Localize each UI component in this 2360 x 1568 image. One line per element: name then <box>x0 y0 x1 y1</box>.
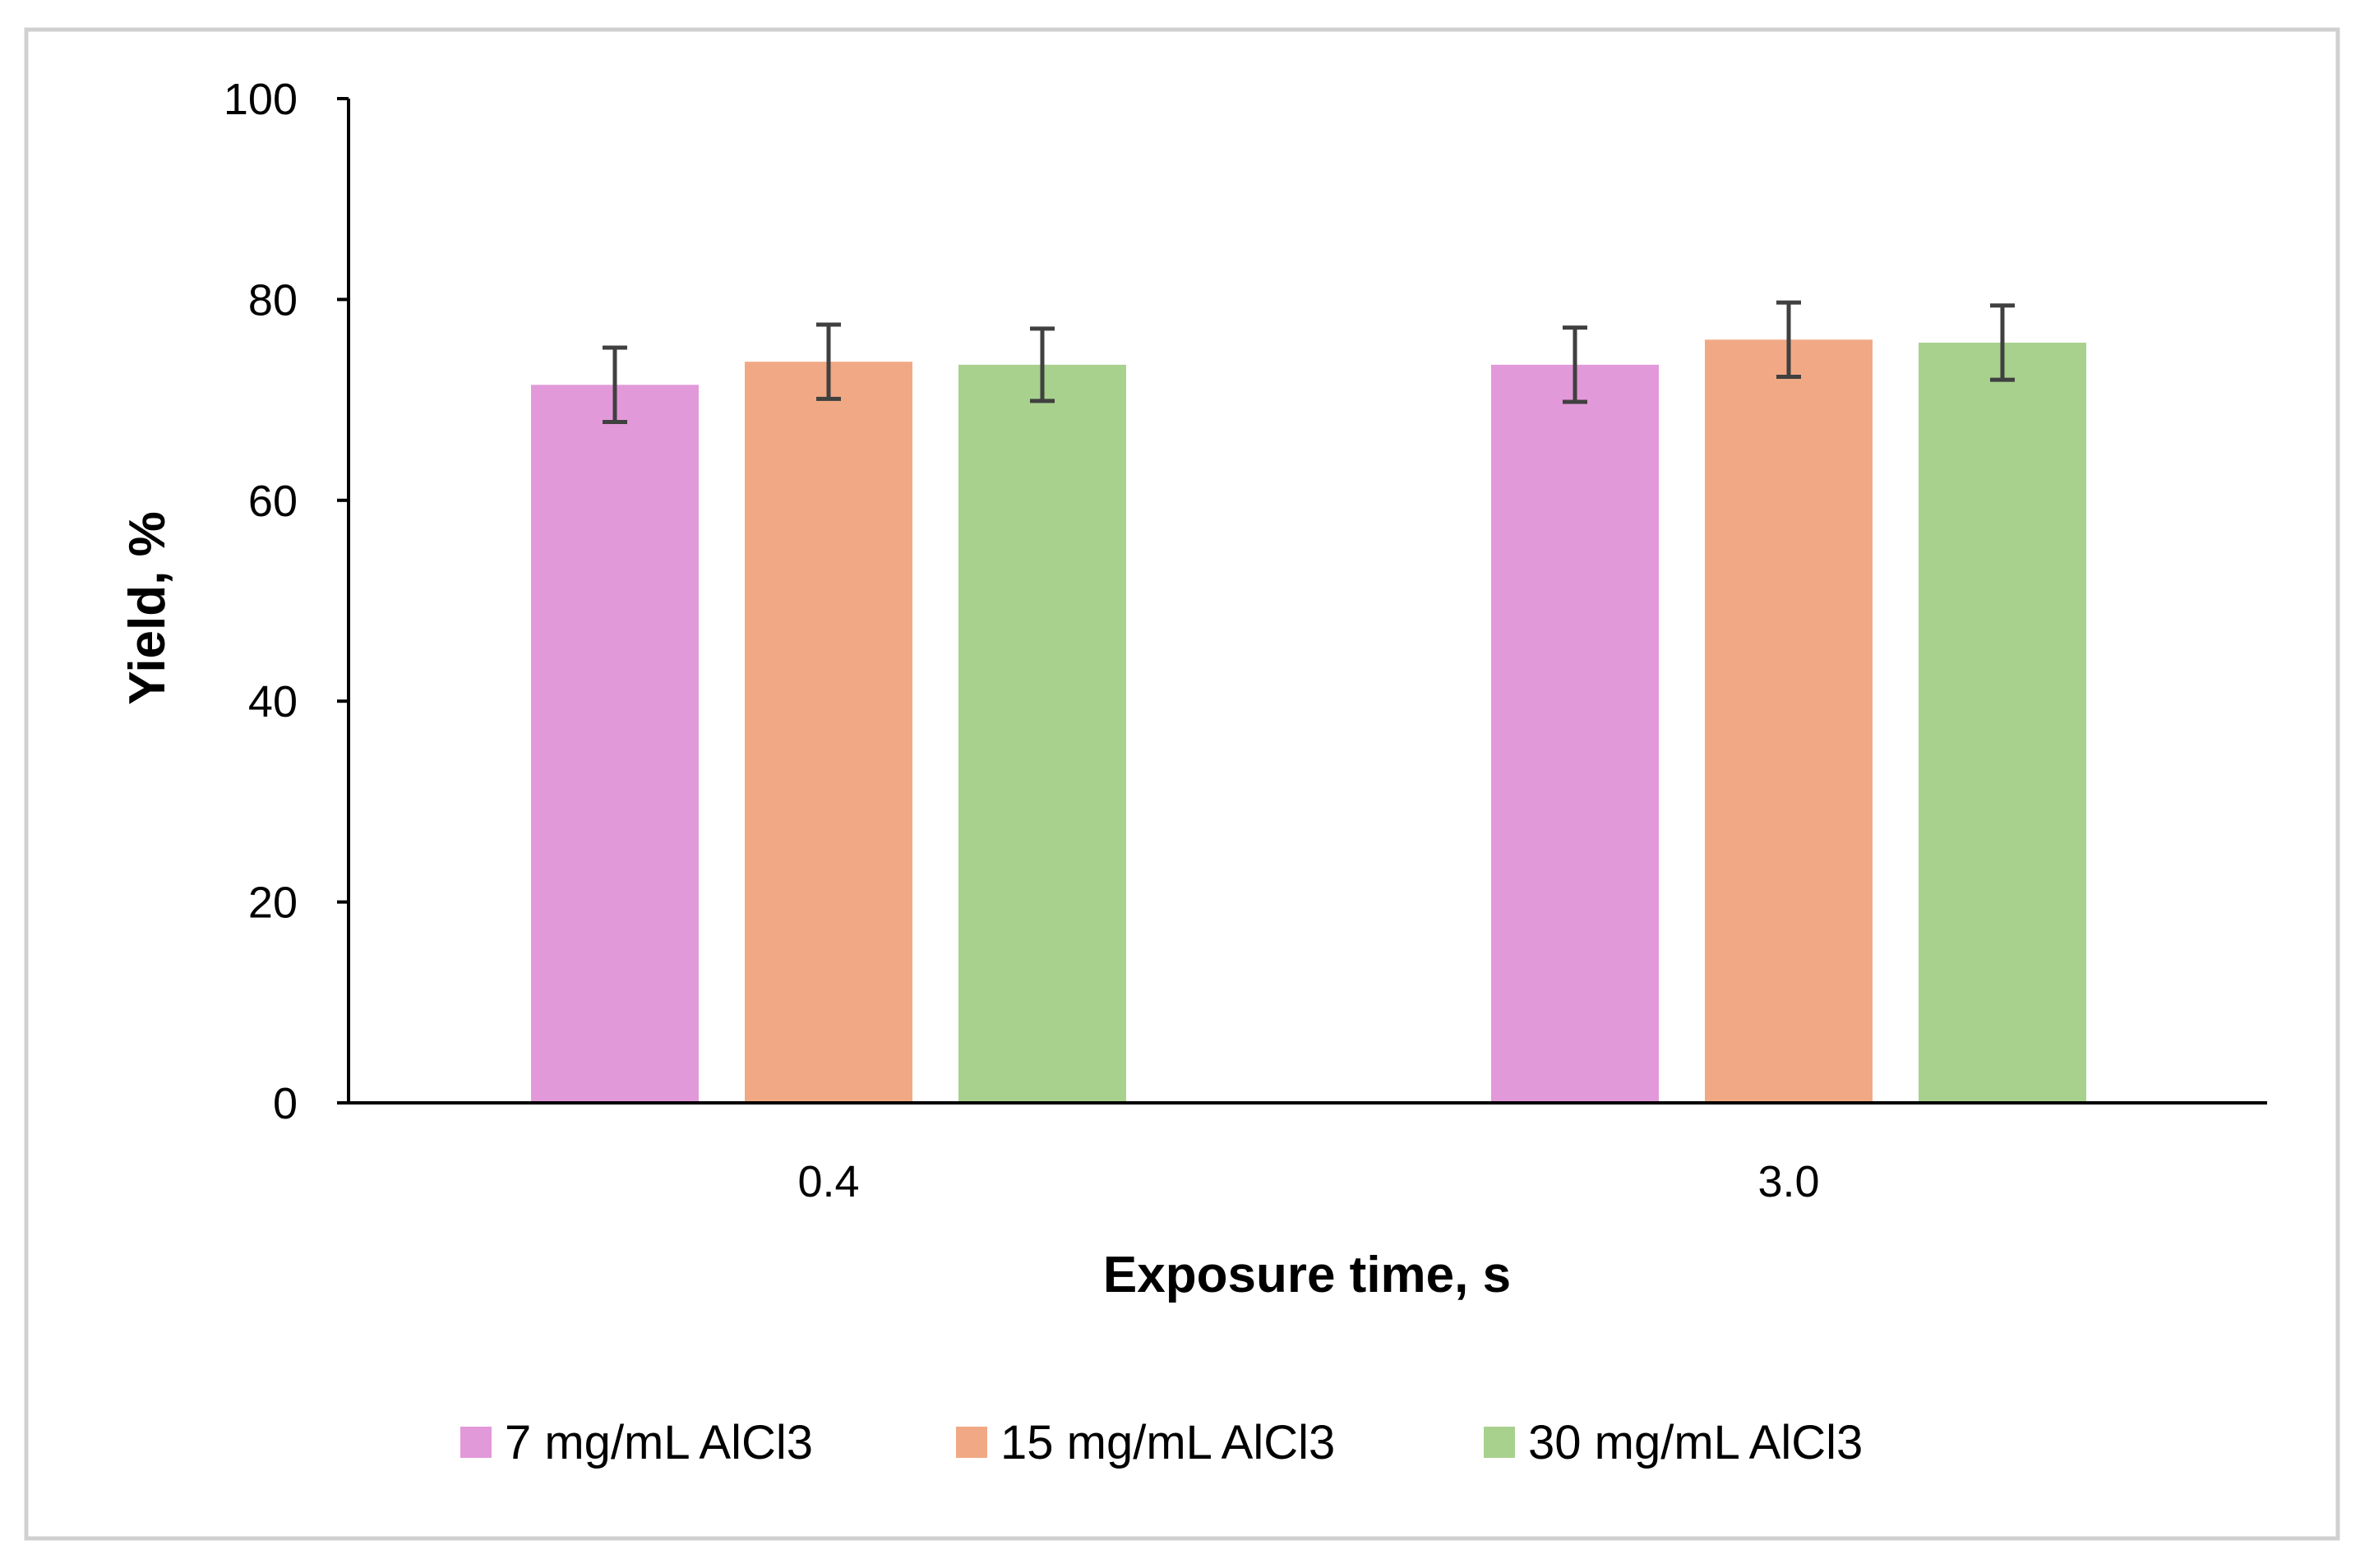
errorbar-series0-cat0 <box>603 345 627 424</box>
bar-series1-cat0 <box>745 362 912 1103</box>
errorbar-series2-cat1 <box>1990 303 2015 382</box>
y-tick-label-100: 100 <box>224 75 298 124</box>
bar-series0-cat0 <box>531 385 699 1103</box>
y-tick-label-40: 40 <box>248 677 298 726</box>
y-tick-label-0: 0 <box>273 1079 298 1128</box>
errorbar-series1-cat0 <box>816 322 841 401</box>
legend-label-15mg: 15 mg/mL AlCl3 <box>1000 1416 1335 1469</box>
errorbar-series1-cat1 <box>1776 300 1801 379</box>
x-tick-label-0: 0.4 <box>797 1157 859 1206</box>
legend-swatch-30mg <box>1484 1427 1515 1458</box>
legend: 7 mg/mL AlCl3 15 mg/mL AlCl3 30 mg/mL Al… <box>460 1416 1863 1469</box>
bar-series0-cat1 <box>1491 364 1659 1104</box>
bar-series2-cat0 <box>958 364 1126 1104</box>
bar-series1-cat1 <box>1705 339 1873 1103</box>
y-tick-label-60: 60 <box>248 477 298 526</box>
x-axis-title: Exposure time, s <box>1103 1247 1511 1303</box>
legend-swatch-7mg <box>460 1427 492 1458</box>
y-tick-label-80: 80 <box>248 275 298 325</box>
errorbar-series2-cat0 <box>1030 326 1055 404</box>
errorbars-layer <box>603 300 2015 424</box>
x-tick-label-1: 3.0 <box>1757 1157 1819 1206</box>
legend-swatch-15mg <box>956 1427 987 1458</box>
y-axis-title: Yield, % <box>119 511 176 704</box>
y-ticks-layer: 0 20 40 60 80 100 <box>224 75 349 1128</box>
y-tick-label-20: 20 <box>248 879 298 928</box>
legend-label-30mg: 30 mg/mL AlCl3 <box>1528 1416 1863 1469</box>
bars-layer <box>531 339 2086 1104</box>
legend-label-7mg: 7 mg/mL AlCl3 <box>505 1416 813 1469</box>
errorbar-series0-cat1 <box>1563 325 1587 404</box>
bar-series2-cat1 <box>1919 342 2086 1103</box>
